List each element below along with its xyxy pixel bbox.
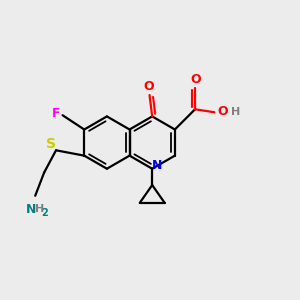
Text: H: H: [35, 204, 44, 214]
Text: O: O: [190, 74, 201, 86]
Text: H: H: [231, 107, 240, 117]
Text: O: O: [144, 80, 154, 94]
Text: N: N: [26, 202, 36, 216]
Text: F: F: [52, 107, 61, 120]
Text: N: N: [152, 159, 163, 172]
Text: 2: 2: [42, 208, 48, 218]
Text: O: O: [217, 105, 228, 118]
Text: S: S: [46, 137, 56, 151]
